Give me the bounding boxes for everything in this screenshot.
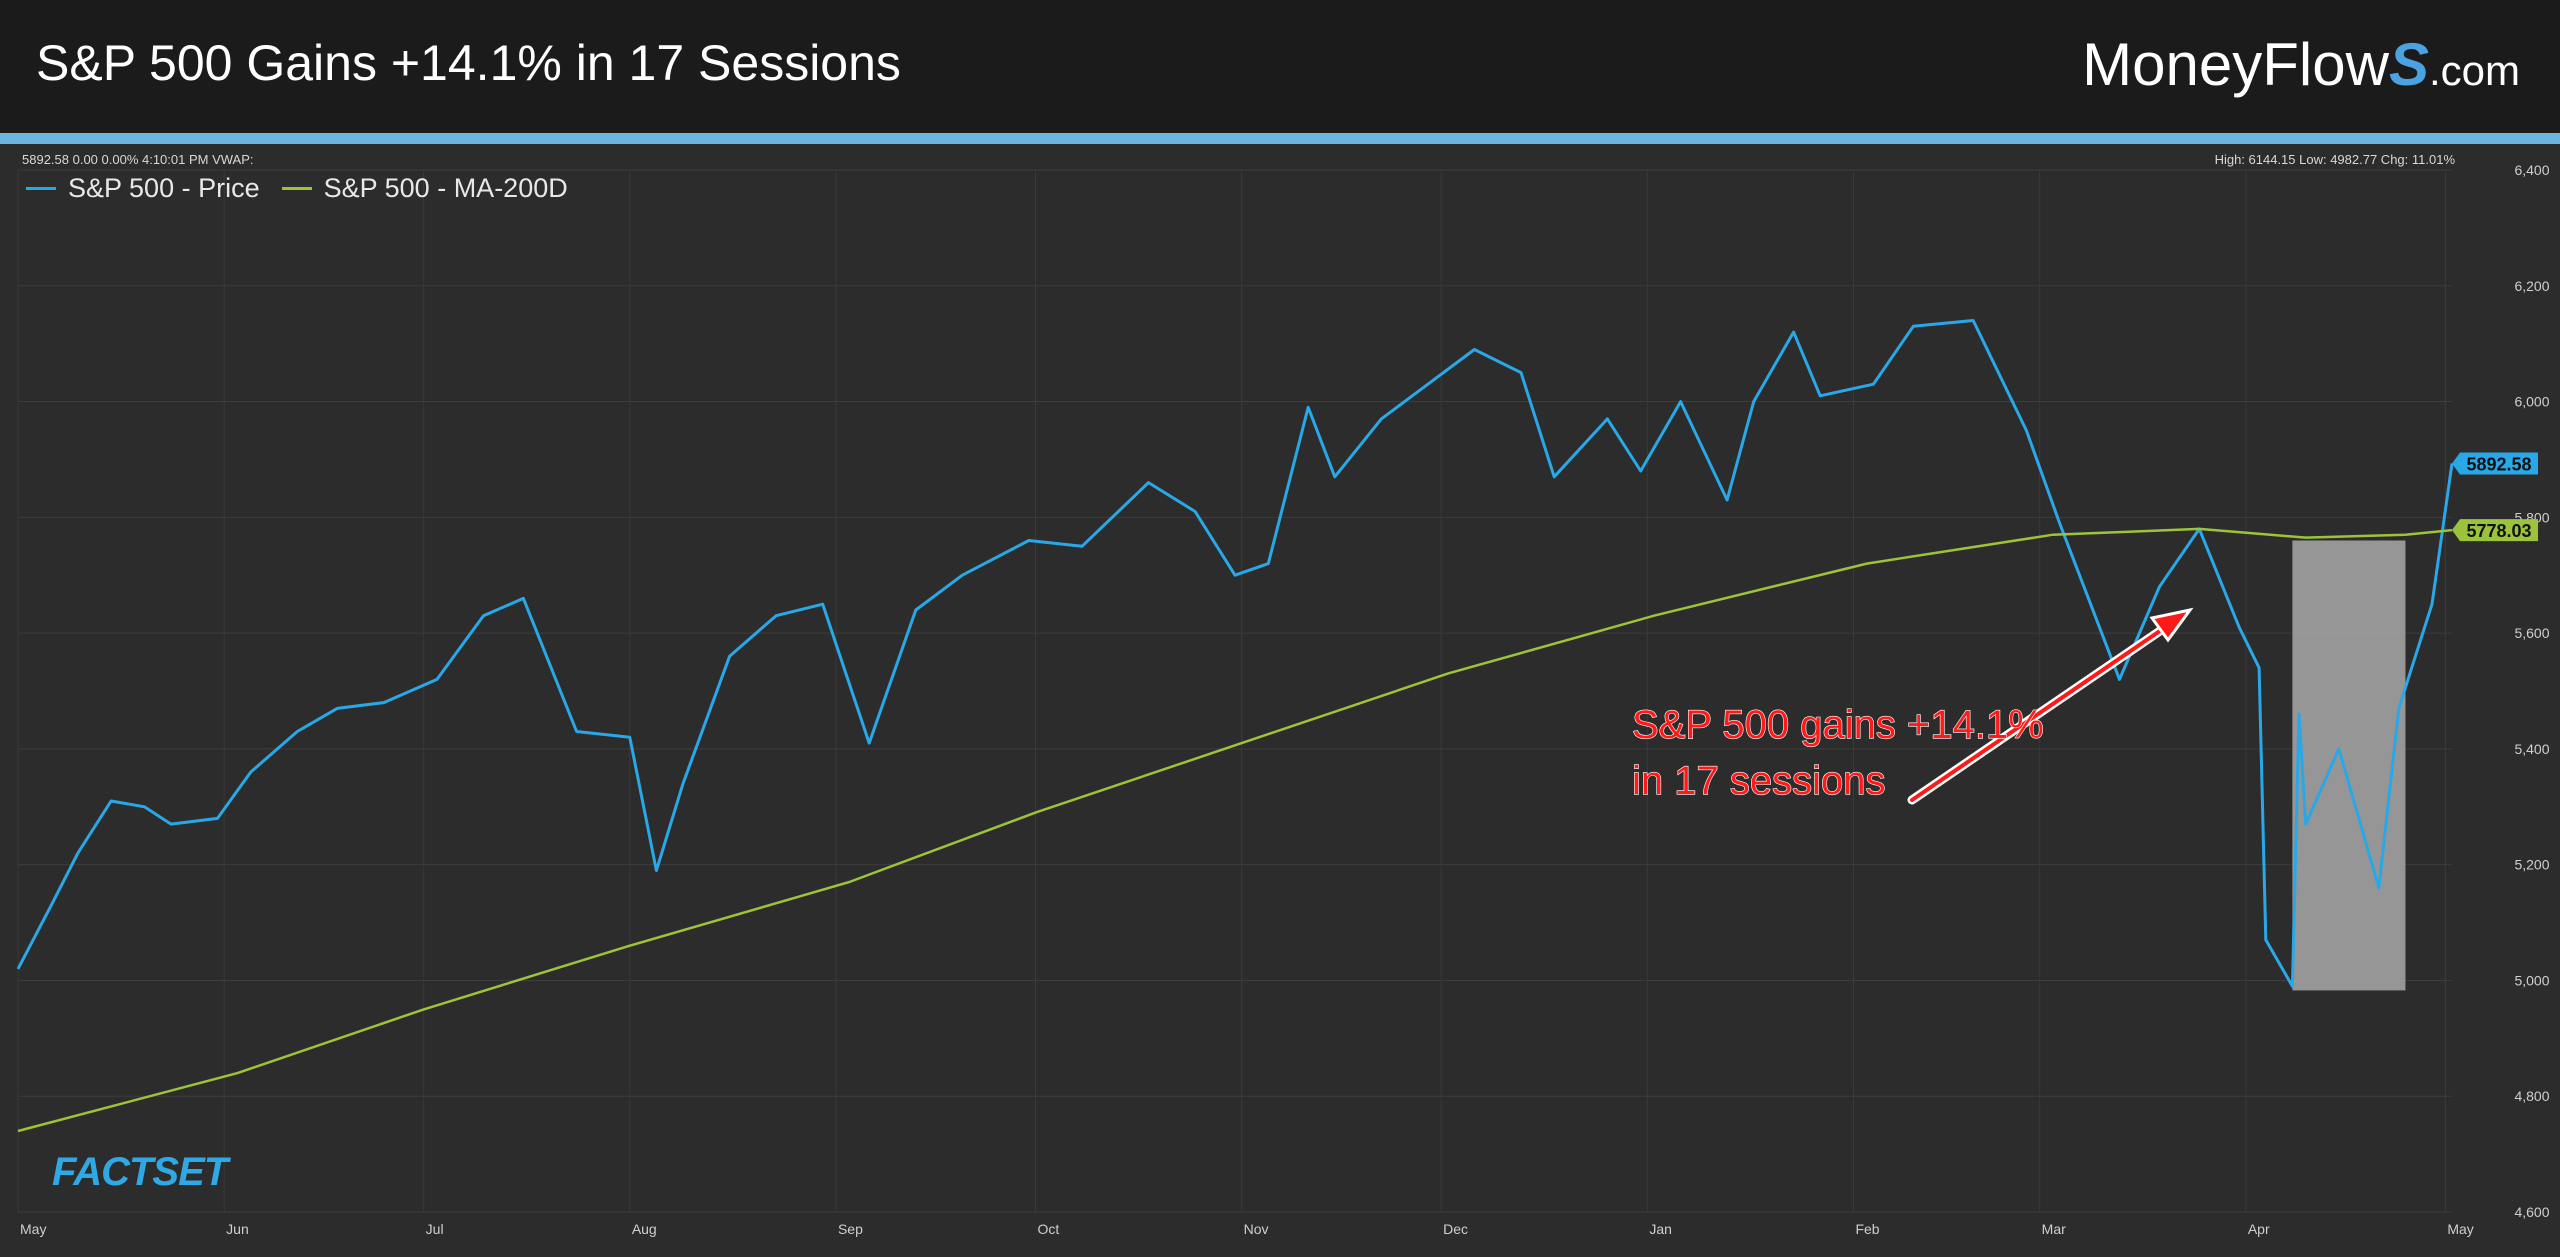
annotation-text-line1: S&P 500 gains +14.1% bbox=[1632, 703, 2044, 747]
price-value-label: 5892.58 bbox=[2466, 454, 2531, 474]
x-tick-label: Aug bbox=[632, 1221, 657, 1237]
x-tick-label: Sep bbox=[838, 1221, 863, 1237]
brand-tld: .com bbox=[2428, 47, 2520, 94]
annotation-arrowhead bbox=[2149, 607, 2194, 643]
legend-label-ma: S&P 500 - MA-200D bbox=[323, 173, 568, 203]
legend-swatch-ma bbox=[281, 187, 312, 190]
accent-bar bbox=[0, 133, 2560, 144]
y-tick-label: 5,200 bbox=[2514, 857, 2549, 873]
chart-legend: S&P 500 - Price S&P 500 - MA-200D bbox=[26, 173, 568, 204]
legend-label-price: S&P 500 - Price bbox=[68, 173, 260, 203]
ma-series-line bbox=[17, 527, 2453, 1133]
price-value-tag bbox=[2452, 452, 2538, 475]
y-tick-label: 5,000 bbox=[2514, 972, 2549, 988]
chart-area bbox=[0, 144, 2560, 1257]
factset-logo: FACTSET bbox=[52, 1150, 228, 1194]
legend-swatch-price bbox=[26, 187, 56, 190]
x-tick-label: Mar bbox=[2042, 1221, 2066, 1237]
annotation-text-line2: in 17 sessions bbox=[1632, 759, 1885, 803]
y-tick-label: 6,400 bbox=[2514, 162, 2549, 178]
y-tick-label: 5,600 bbox=[2514, 625, 2549, 641]
legend-item-price: S&P 500 - Price bbox=[26, 173, 260, 204]
brand-logo: MoneyFlowS.com bbox=[2082, 30, 2520, 99]
x-tick-label: Jul bbox=[426, 1221, 444, 1237]
range-info: High: 6144.15 Low: 4982.77 Chg: 11.01% bbox=[2214, 152, 2455, 167]
x-tick-label: Jun bbox=[226, 1221, 249, 1237]
x-tick-label: May bbox=[2447, 1221, 2473, 1237]
header-bar: S&P 500 Gains +14.1% in 17 Sessions Mone… bbox=[0, 0, 2560, 133]
x-tick-label: Feb bbox=[1855, 1221, 1879, 1237]
brand-s: S bbox=[2388, 31, 2429, 98]
x-tick-label: Apr bbox=[2248, 1221, 2270, 1237]
y-tick-label: 4,600 bbox=[2514, 1204, 2549, 1220]
x-tick-label: Nov bbox=[1244, 1221, 1269, 1237]
price-series-line bbox=[16, 319, 2454, 988]
y-tick-label: 6,200 bbox=[2514, 278, 2549, 294]
legend-item-ma: S&P 500 - MA-200D bbox=[281, 173, 568, 204]
page-title: S&P 500 Gains +14.1% in 17 Sessions bbox=[36, 35, 901, 91]
x-tick-label: May bbox=[20, 1221, 46, 1237]
y-tick-label: 4,800 bbox=[2514, 1088, 2549, 1104]
annotation-arrow bbox=[1910, 618, 2178, 802]
ma-value-label: 5778.03 bbox=[2466, 521, 2531, 541]
x-tick-label: Dec bbox=[1443, 1221, 1468, 1237]
highlight-box bbox=[2292, 540, 2406, 991]
ma-value-tag bbox=[2452, 519, 2538, 542]
y-tick-label: 6,000 bbox=[2514, 394, 2549, 410]
y-tick-label: 5,400 bbox=[2514, 741, 2549, 757]
x-tick-label: Jan bbox=[1649, 1221, 1672, 1237]
quote-info: 5892.58 0.00 0.00% 4:10:01 PM VWAP: bbox=[22, 152, 254, 167]
x-tick-label: Oct bbox=[1037, 1221, 1059, 1237]
brand-main: MoneyFlow bbox=[2082, 31, 2389, 98]
